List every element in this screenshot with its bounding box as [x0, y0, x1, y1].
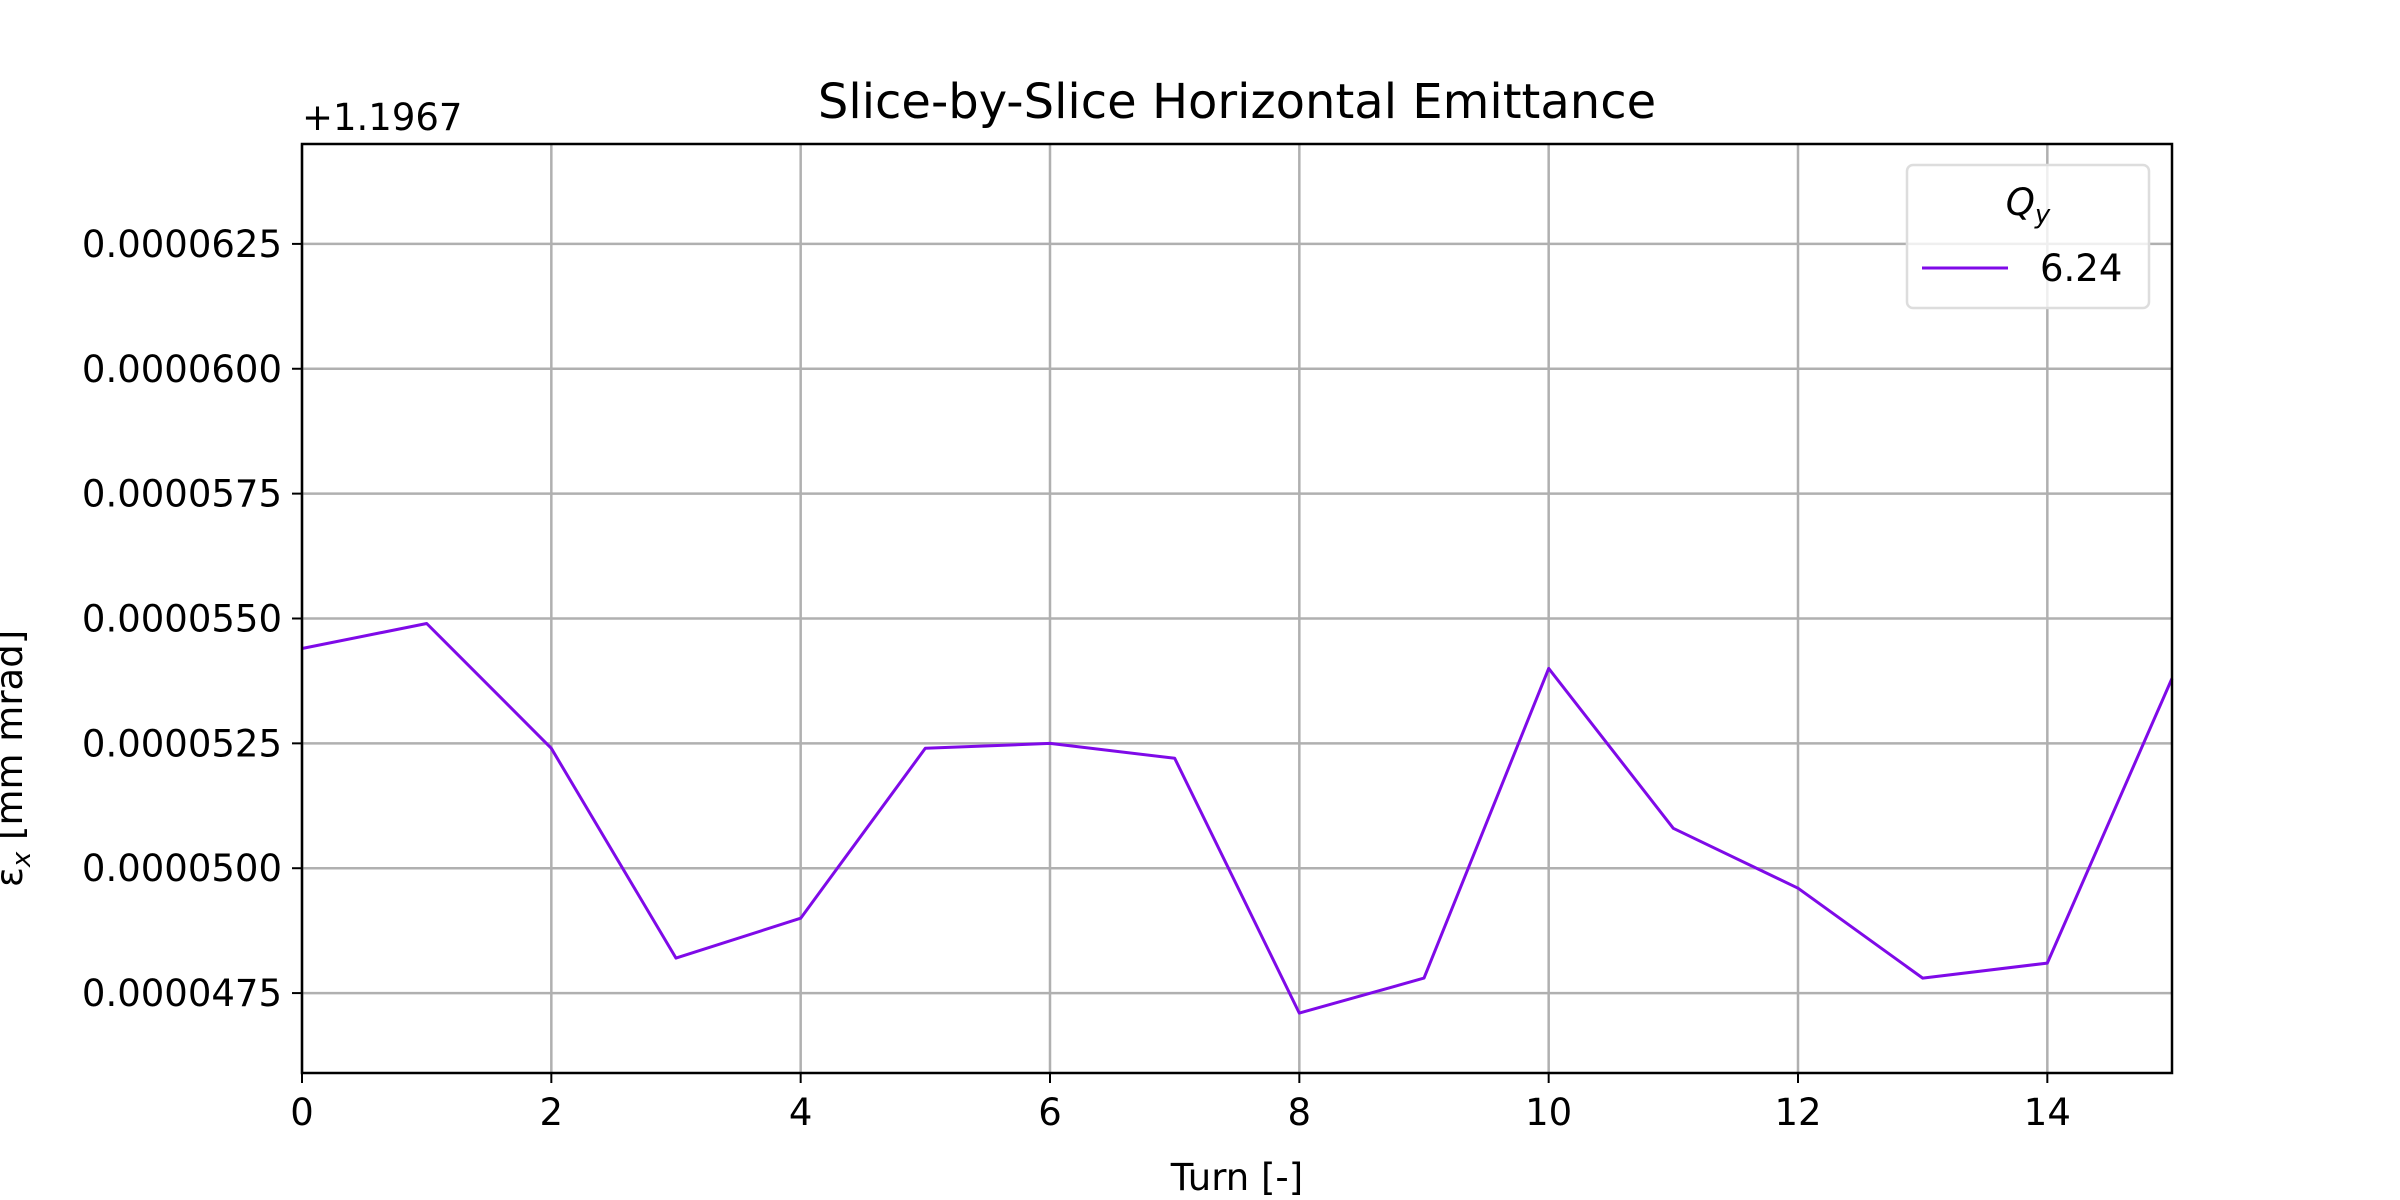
x-tick-label: 14 [2024, 1091, 2071, 1134]
y-tick-label: 0.0000525 [82, 722, 282, 765]
x-axis-label: Turn [-] [1170, 1156, 1303, 1199]
series-line [301, 622, 2174, 1015]
legend-box [1905, 163, 2151, 310]
y-tick-label: 0.0000475 [82, 972, 282, 1015]
x-tick-label: 0 [290, 1091, 314, 1134]
x-tick-label: 2 [540, 1091, 564, 1134]
series-layer [301, 622, 2174, 1015]
y-offset-label: +1.1967 [302, 96, 462, 139]
chart-title: Slice-by-Slice Horizontal Emittance [818, 74, 1656, 130]
y-tick-label: 0.0000500 [82, 847, 282, 890]
legend-series-label: 6.24 [2040, 247, 2122, 290]
x-tick-label: 12 [1774, 1091, 1821, 1134]
x-tick-label: 10 [1525, 1091, 1572, 1134]
x-tick-label: 8 [1288, 1091, 1312, 1134]
y-tick-label: 0.0000625 [82, 223, 282, 266]
y-tick-label: 0.0000550 [82, 597, 282, 640]
x-tick-label: 4 [789, 1091, 813, 1134]
y-tick-label: 0.0000575 [82, 473, 282, 516]
x-tick-label: 6 [1038, 1091, 1062, 1134]
y-tick-label: 0.0000600 [82, 348, 282, 391]
plot-frame [300, 142, 2174, 1075]
legend: Qy 6.24 [1905, 163, 2151, 310]
legend-title: Qy [2006, 181, 2051, 230]
grid-lines [300, 144, 2172, 1073]
axis-ticks: 0 2 4 6 8 10 12 14 0.0000475 0.0000500 0.0000525 0.… [82, 223, 2071, 1134]
y-axis-label: εx [mm mrad] [0, 630, 37, 887]
